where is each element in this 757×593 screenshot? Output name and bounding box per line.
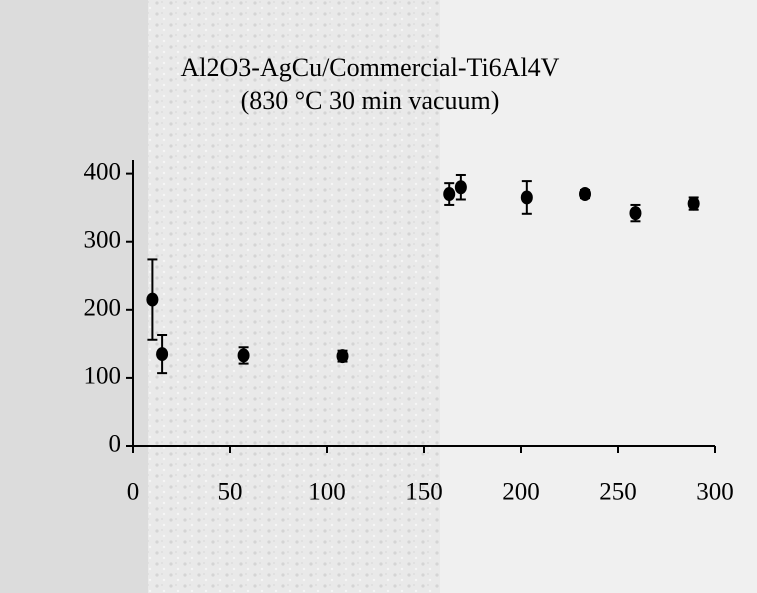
- x-tick-label: 50: [218, 479, 243, 506]
- point: [687, 196, 700, 211]
- chart-title: Al2O3-AgCu/Commercial-Ti6Al4V: [181, 53, 560, 82]
- x-tick-label: 200: [502, 479, 540, 506]
- point: [336, 349, 349, 364]
- y-tick-label: 200: [84, 295, 122, 322]
- y-tick-label: 400: [84, 158, 122, 185]
- point: [443, 187, 456, 202]
- x-tick-label: 100: [308, 479, 346, 506]
- point: [146, 292, 159, 307]
- x-tick-label: 150: [405, 479, 443, 506]
- background-region: [0, 0, 148, 593]
- y-tick-label: 0: [109, 431, 122, 458]
- point: [237, 348, 250, 363]
- x-tick-label: 250: [599, 479, 637, 506]
- y-tick-label: 100: [84, 363, 122, 390]
- point: [156, 347, 169, 362]
- x-tick-label: 0: [127, 479, 140, 506]
- background-region: [148, 0, 440, 593]
- x-tick-label: 300: [696, 479, 734, 506]
- point: [454, 180, 467, 195]
- chart-subtitle: (830 °C 30 min vacuum): [241, 86, 500, 115]
- point: [520, 190, 533, 205]
- y-tick-label: 300: [84, 226, 122, 253]
- point: [579, 187, 592, 202]
- point: [629, 206, 642, 221]
